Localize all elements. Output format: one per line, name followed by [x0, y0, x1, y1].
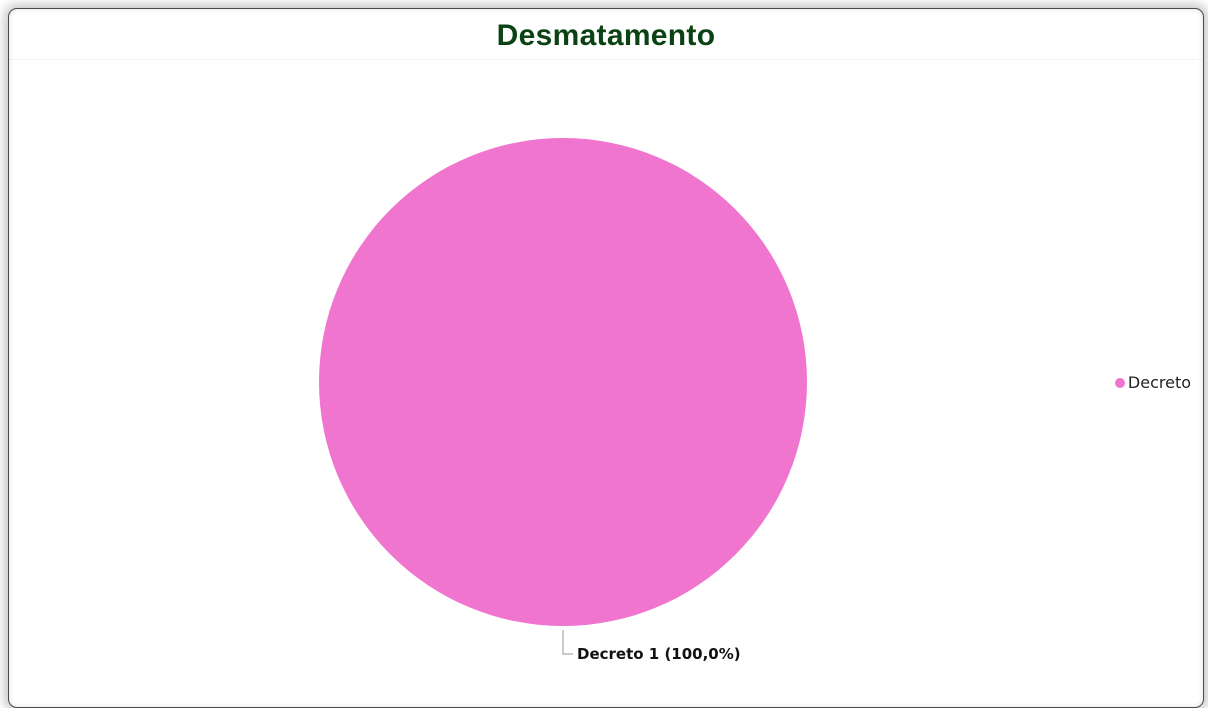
chart-title: Desmatamento [496, 19, 716, 52]
pie-data-labels: Decreto 1 (100,0%) [562, 630, 741, 663]
pie-chart: Decreto 1 (100,0%) [319, 138, 807, 663]
legend-label-decreto: Decreto [1127, 373, 1191, 392]
pie-slices [319, 138, 807, 626]
leader-line [562, 630, 573, 655]
title-bar: Desmatamento [9, 9, 1203, 60]
legend[interactable]: Decreto [1114, 373, 1191, 392]
legend-marker-decreto [1114, 377, 1125, 388]
data-label: Decreto 1 (100,0%) [577, 645, 741, 663]
pie-slice-decreto[interactable] [319, 138, 807, 626]
chart-panel: Desmatamento Decreto 1 (100,0%) Decreto [8, 8, 1204, 708]
